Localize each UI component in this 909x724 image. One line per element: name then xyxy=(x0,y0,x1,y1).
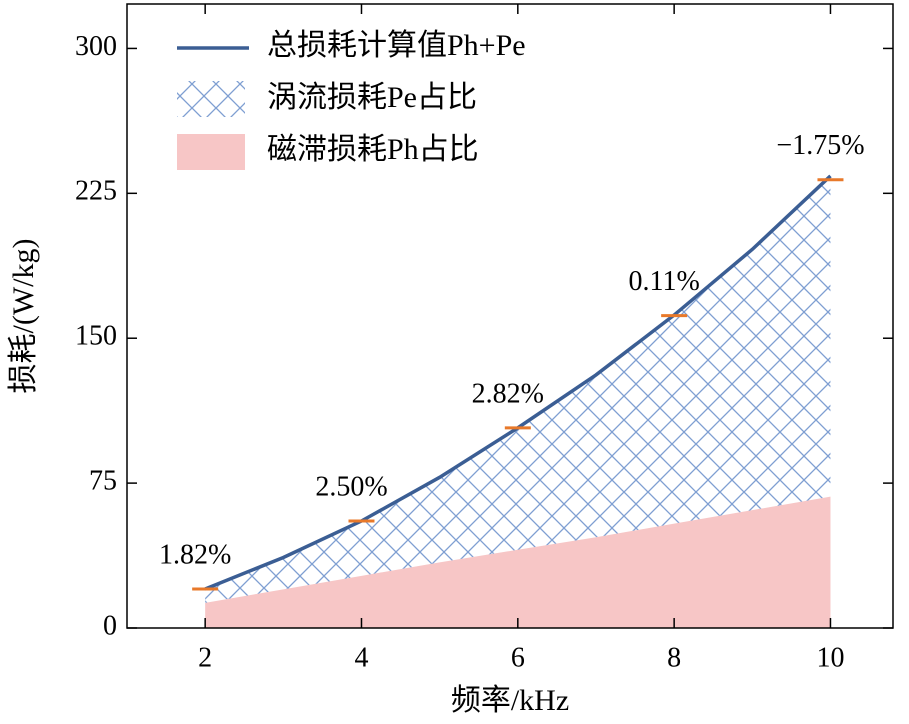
eddy-area xyxy=(205,175,831,603)
y-tick-label: 0 xyxy=(103,610,117,641)
error-annotation: 2.82% xyxy=(472,378,544,409)
x-tick-label: 8 xyxy=(667,642,681,673)
y-tick-label: 150 xyxy=(75,321,117,352)
y-axis-label: 损耗/(W/kg) xyxy=(7,239,40,394)
plot-frame xyxy=(126,3,894,629)
legend-label: 涡流损耗Pe占比 xyxy=(267,81,477,114)
y-tick-label: 75 xyxy=(89,466,117,497)
y-tick-label: 300 xyxy=(75,31,117,62)
legend-patch xyxy=(177,134,245,170)
x-axis-label: 频率/kHz xyxy=(451,684,569,717)
hysteresis-area xyxy=(205,496,831,628)
error-annotation: −1.75% xyxy=(776,130,864,161)
error-annotation: 0.11% xyxy=(628,266,699,297)
x-tick-label: 6 xyxy=(511,642,525,673)
error-annotation: 2.50% xyxy=(315,471,387,502)
x-tick-label: 2 xyxy=(198,642,212,673)
error-annotation: 1.82% xyxy=(159,539,231,570)
x-tick-label: 4 xyxy=(354,642,368,673)
legend-label: 总损耗计算值Ph+Pe xyxy=(267,29,526,62)
legend-patch xyxy=(177,81,245,117)
y-tick-label: 225 xyxy=(75,176,117,207)
legend-label: 磁滞损耗Ph占比 xyxy=(267,133,479,166)
x-tick-label: 10 xyxy=(816,642,844,673)
